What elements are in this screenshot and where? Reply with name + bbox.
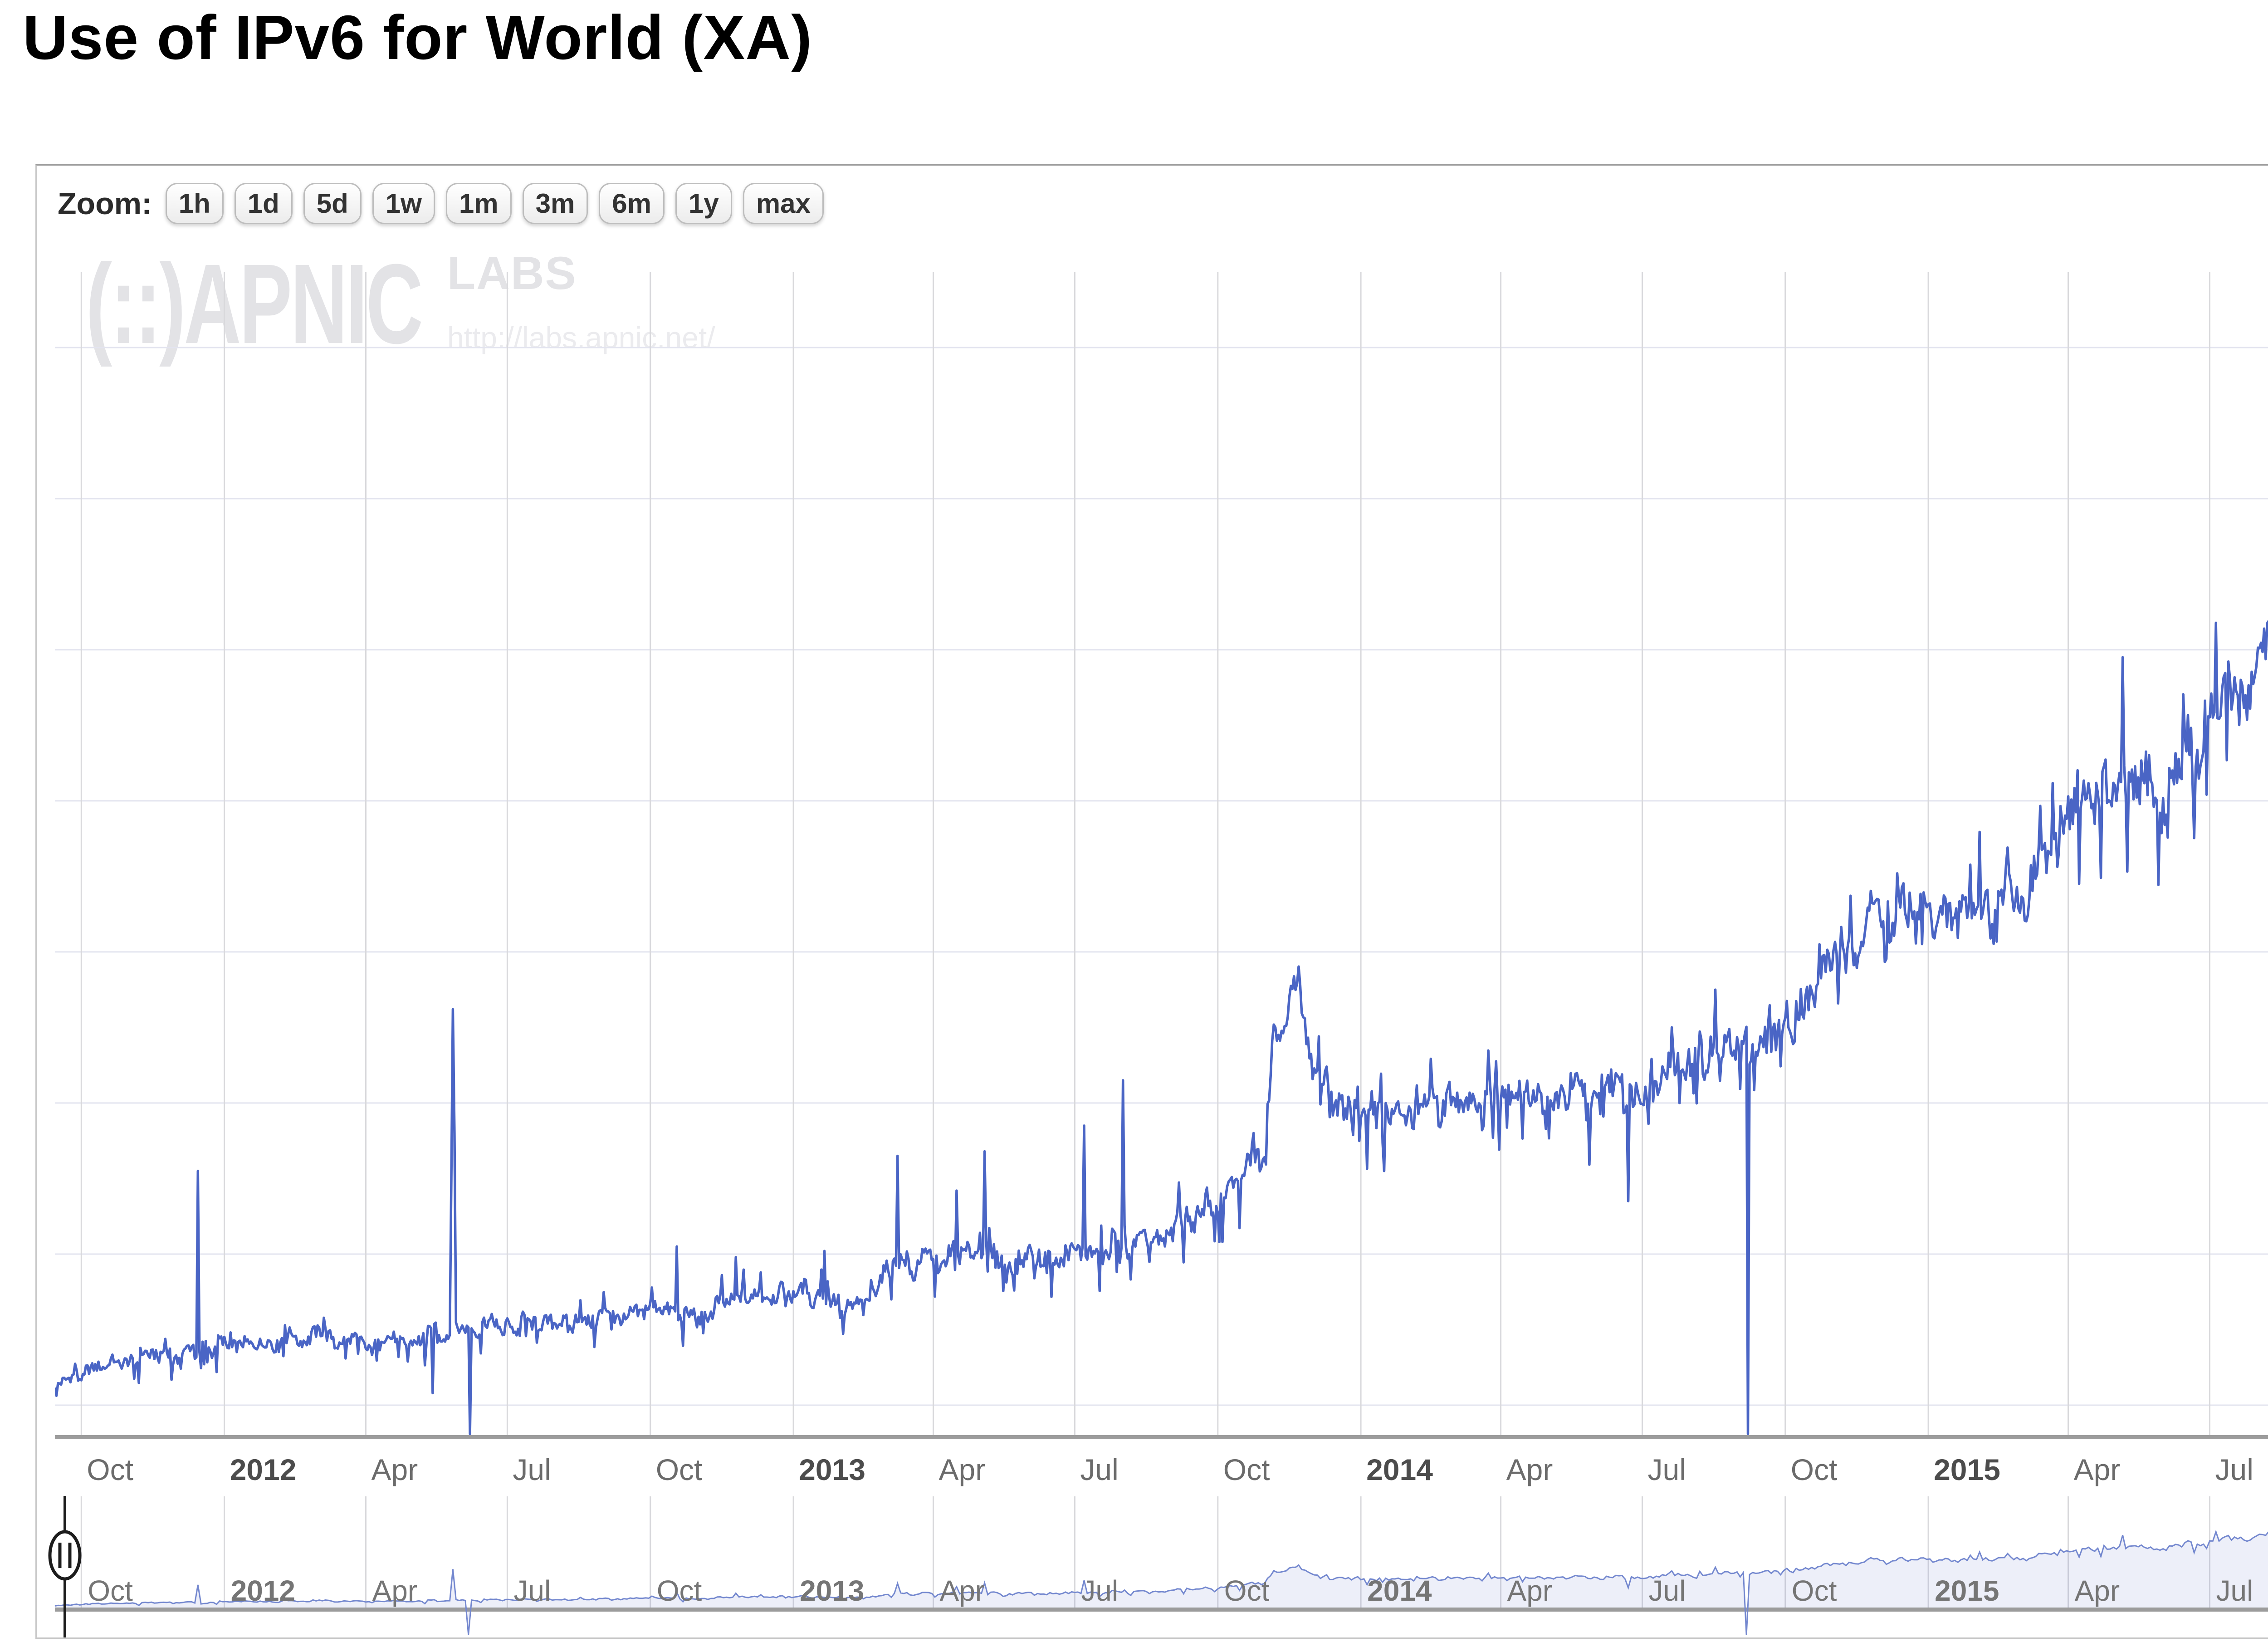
- navigator-labels: Oct 2012 Apr Jul Oct 2013 Apr Jul Oct 2014 Apr Jul O…: [88, 1574, 2253, 1607]
- svg-text:Oct: Oct: [87, 1453, 133, 1486]
- range-selector: Zoom: 1h 1d 5d 1w 1m 3m 6m 1y max: [58, 183, 824, 224]
- navigator-grid: [80, 1496, 2210, 1608]
- zoom-button-1w[interactable]: 1w: [372, 183, 435, 224]
- zoom-button-1d[interactable]: 1d: [234, 183, 293, 224]
- svg-text:Jul: Jul: [2215, 1453, 2253, 1486]
- chart-container: Zoom: 1h 1d 5d 1w 1m 3m 6m 1y max IPv6 C…: [35, 164, 2268, 1639]
- chart-canvas: Oct 2012 Apr Jul Oct 2013 Apr Jul Oct 2014 Apr Jul O…: [48, 272, 2268, 1637]
- zoom-button-max[interactable]: max: [743, 183, 824, 224]
- navigator-fill: [55, 1532, 2268, 1635]
- svg-text:Oct: Oct: [1224, 1574, 1270, 1607]
- page-title: Use of IPv6 for World (XA): [23, 3, 812, 73]
- zoom-button-6m[interactable]: 6m: [599, 183, 665, 224]
- svg-text:2015: 2015: [1935, 1574, 1999, 1607]
- navigator-handle-left[interactable]: [48, 1496, 82, 1637]
- svg-text:Apr: Apr: [372, 1574, 418, 1607]
- svg-text:Oct: Oct: [656, 1453, 703, 1486]
- x-axis-labels: Oct 2012 Apr Jul Oct 2013 Apr Jul Oct 2014 Apr Jul O…: [87, 1453, 2253, 1486]
- svg-text:Jul: Jul: [1080, 1453, 1118, 1486]
- zoom-button-3m[interactable]: 3m: [522, 183, 588, 224]
- svg-text:Jul: Jul: [513, 1574, 551, 1607]
- svg-text:Apr: Apr: [939, 1453, 986, 1486]
- svg-text:Apr: Apr: [2074, 1453, 2121, 1486]
- svg-text:2012: 2012: [231, 1574, 295, 1607]
- svg-text:Apr: Apr: [371, 1453, 418, 1486]
- svg-text:Oct: Oct: [1792, 1574, 1837, 1607]
- svg-text:2013: 2013: [800, 1574, 864, 1607]
- zoom-button-1m[interactable]: 1m: [445, 183, 512, 224]
- svg-text:Oct: Oct: [88, 1574, 133, 1607]
- svg-text:2015: 2015: [1934, 1453, 2000, 1486]
- svg-text:Jul: Jul: [1081, 1574, 1118, 1607]
- main-grid: [55, 272, 2268, 1436]
- svg-text:Oct: Oct: [657, 1574, 702, 1607]
- svg-text:2014: 2014: [1366, 1453, 1433, 1486]
- svg-text:Oct: Oct: [1223, 1453, 1270, 1486]
- zoom-button-5d[interactable]: 5d: [303, 183, 362, 224]
- svg-text:Oct: Oct: [1791, 1453, 1838, 1486]
- svg-text:Apr: Apr: [940, 1574, 985, 1607]
- svg-text:Apr: Apr: [1507, 1574, 1553, 1607]
- apnic-labs-label: LABS: [447, 247, 577, 299]
- svg-text:Jul: Jul: [1649, 1574, 1686, 1607]
- svg-text:Apr: Apr: [2075, 1574, 2120, 1607]
- main-series-line: [55, 620, 2268, 1436]
- x-axis-scrollbar-track[interactable]: [55, 1435, 2268, 1439]
- svg-text:Jul: Jul: [2216, 1574, 2253, 1607]
- svg-text:Apr: Apr: [1506, 1453, 1553, 1486]
- zoom-label: Zoom:: [58, 186, 152, 221]
- svg-text:2012: 2012: [230, 1453, 297, 1486]
- zoom-button-1h[interactable]: 1h: [165, 183, 224, 224]
- svg-text:2013: 2013: [799, 1453, 865, 1486]
- svg-text:2014: 2014: [1367, 1574, 1432, 1607]
- svg-text:Jul: Jul: [513, 1453, 551, 1486]
- svg-text:Jul: Jul: [1648, 1453, 1686, 1486]
- navigator-area[interactable]: [54, 1495, 2268, 1635]
- zoom-button-1y[interactable]: 1y: [675, 183, 732, 224]
- navigator-track-bar[interactable]: [55, 1608, 2268, 1612]
- navigator-line: [54, 1529, 2268, 1635]
- watermark: (::)APNIC LABS http://labs.apnic.net/: [86, 247, 715, 361]
